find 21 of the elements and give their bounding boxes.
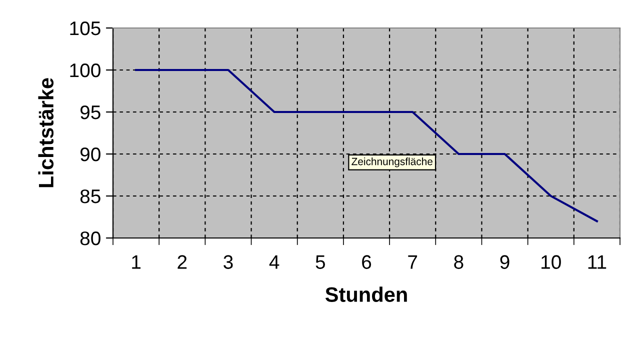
y-tick-label: 90 [80,147,100,162]
x-tick-label: 7 [408,255,418,269]
y-tick-label: 95 [80,105,100,120]
y-axis-title: Lichtstärke [38,78,54,188]
annotation: Zeichnungsfläche [352,158,432,168]
x-tick-label: 2 [178,255,187,269]
x-tick-label: 6 [362,255,372,269]
y-tick-label: 100 [70,63,100,78]
x-tick-label: 3 [224,255,233,269]
line-series [135,68,598,222]
x-tick-label: 9 [500,255,510,269]
y-tick-label: 80 [80,231,100,246]
x-tick-label: 4 [269,255,280,269]
y-tick-label: 85 [80,189,100,204]
x-tick-label: 8 [454,255,464,269]
x-axis-title: Stunden [325,286,407,302]
y-tick-label: 105 [70,21,100,36]
x-tick-label: 11 [588,255,606,269]
x-tick-label: 10 [542,255,561,269]
x-tick-label: 5 [316,255,325,269]
x-tick-label: 1 [132,255,141,269]
